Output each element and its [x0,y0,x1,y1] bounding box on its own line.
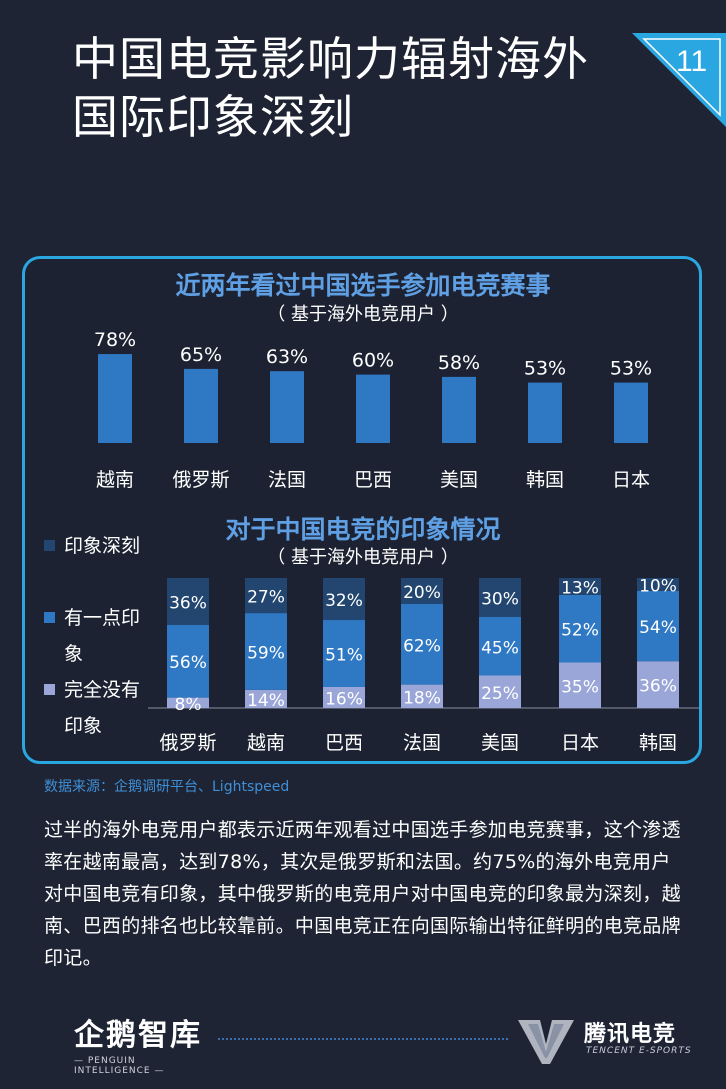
chart1-category-label-3: 巴西 [354,469,392,491]
chart2-segment-2-1 [245,578,287,614]
chart2-segment-0-6 [637,661,679,708]
tencent-esports-logo: 腾讯电竞 TENCENT E-SPORTS [516,1014,706,1070]
chart2-segment-2-2 [323,578,365,621]
chart2-segment-label-1-3: 62% [403,636,441,656]
chart1-bar-5 [528,382,562,443]
chart1-category-label-0: 越南 [96,469,134,491]
chart1-value-label-4: 58% [438,352,480,374]
chart2-segment-0-2 [323,686,365,708]
chart2-segment-label-0-6: 36% [639,677,677,697]
badge-corner-shape [632,33,726,127]
chart1-category-label-5: 韩国 [526,469,564,491]
chart1-bar-6 [614,382,648,443]
chart1-value-label-2: 63% [266,346,308,368]
chart2-segment-label-1-5: 52% [561,621,599,641]
chart2-segment-label-0-3: 18% [403,688,441,708]
chart2-title: 对于中国电竞的印象情况 [225,515,501,544]
chart2-segment-label-2-5: 13% [561,578,599,598]
chart2-segment-1-5 [559,594,601,663]
chart2-category-label-1: 越南 [247,732,285,754]
chart2-segment-1-3 [401,604,443,685]
chart2-segment-label-0-4: 25% [481,684,519,704]
chart2-segment-label-1-2: 51% [325,646,363,666]
chart2-segment-label-2-2: 32% [325,591,363,611]
chart2-category-label-5: 日本 [561,732,599,754]
chart2-segment-0-4 [479,675,521,708]
chart2-segment-2-0 [167,578,209,625]
page-title-line2: 国际印象深刻 [72,90,354,144]
chart1-value-label-3: 60% [352,350,394,372]
legend-label-some: 有一点印象 [64,607,141,665]
chart2-segment-1-6 [637,591,679,662]
chart2-segment-2-3 [401,578,443,604]
body-paragraph: 过半的海外电竞用户都表示近两年观看过中国选手参加电竞赛事，这个渗透率在越南最高，… [44,819,681,969]
chart1-category-label-1: 俄罗斯 [172,469,229,491]
chart2-stacked-bar-chart: 8% 56% 36% 俄罗斯 14% 59% 27% 越南 16% 51% 32% 巴西 18% 62% 2… [148,577,700,754]
chart2-segment-label-1-1: 59% [247,643,285,663]
penguin-brand-name: 企鹅智库 [74,1018,202,1053]
chart2-segment-label-0-5: 35% [561,677,599,697]
chart2-category-label-4: 美国 [481,732,519,754]
tencent-brand-name: 腾讯电竞 [584,1022,677,1047]
chart1-bar-chart: 78% 越南 65% 俄罗斯 63% 法国 60% 巴西 58% 美国 53% 韩国 53% 日本 [94,329,652,491]
chart1-category-label-6: 日本 [612,469,650,491]
chart1-value-label-1: 65% [180,344,222,366]
chart2-category-label-6: 韩国 [639,732,677,754]
legend-swatch-none [44,684,55,695]
chart2-segment-label-0-0: 8% [175,695,202,715]
chart2-subtitle: （ 基于海外电竞用户 ） [267,547,459,568]
chart2-segment-label-2-1: 27% [247,588,285,608]
chart2-segment-0-0 [167,697,209,708]
legend-swatch-deep [44,540,55,551]
chart1-category-label-2: 法国 [268,469,306,491]
chart2-category-label-2: 巴西 [325,732,363,754]
chart1-value-label-6: 53% [610,358,652,380]
penguin-intelligence-logo: 企鹅智库 — PENGUIN INTELLIGENCE — [74,1010,204,1076]
tencent-esports-v-icon [518,1020,574,1064]
chart1-title: 近两年看过中国选手参加电竞赛事 [175,271,551,300]
chart2-segment-2-6 [637,578,679,591]
chart2-segment-label-2-0: 36% [169,593,207,613]
legend-label-deep: 印象深刻 [64,535,141,557]
chart2-segment-label-2-4: 30% [481,590,519,610]
chart2-segment-label-1-6: 54% [639,618,677,638]
chart2-segment-label-1-0: 56% [169,653,207,673]
chart1-bar-2 [270,371,304,443]
page-title: 中国电竞影响力辐射海外 国际印象深刻 [72,30,592,146]
chart2-category-label-3: 法国 [403,732,441,754]
tencent-brand-sub: TENCENT E-SPORTS [586,1046,692,1056]
chart2-segment-2-5 [559,578,601,595]
chart1-value-label-5: 53% [524,358,566,380]
chart2-category-label-0: 俄罗斯 [159,732,216,754]
page-title-line1: 中国电竞影响力辐射海外 [72,32,589,86]
chart2-segment-1-4 [479,617,521,676]
footer-divider [218,1038,508,1040]
chart2-segment-0-3 [401,684,443,708]
penguin-brand-sub: — PENGUIN INTELLIGENCE — [74,1056,165,1076]
legend-label-none: 完全没有 印象 [64,679,141,737]
data-source: 数据来源：企鹅调研平台、Lightspeed [44,779,290,795]
chart2-segment-0-1 [245,689,287,708]
chart2-segment-2-4 [479,578,521,617]
chart1-value-label-0: 78% [94,329,136,351]
chart1-bar-4 [442,376,476,443]
page-number-badge: 11 [632,33,726,127]
legend-swatch-some [44,612,55,623]
chart2-segment-1-2 [323,620,365,687]
chart2-segment-1-1 [245,613,287,690]
chart1-bar-0 [98,354,132,443]
chart2-segment-label-1-4: 45% [481,638,519,658]
chart1-subtitle: （ 基于海外电竞用户 ） [267,304,459,325]
page-number: 11 [676,45,708,78]
chart1-category-label-4: 美国 [440,469,478,491]
chart2-segment-label-0-2: 16% [325,689,363,709]
chart2-segment-label-0-1: 14% [247,691,285,711]
chart2-segment-label-2-6: 10% [639,577,677,597]
chart2-segment-1-0 [167,624,209,698]
chart1-bar-3 [356,374,390,443]
chart2-segment-label-2-3: 20% [403,583,441,603]
chart2-segment-0-5 [559,662,601,708]
chart1-bar-1 [184,368,218,443]
